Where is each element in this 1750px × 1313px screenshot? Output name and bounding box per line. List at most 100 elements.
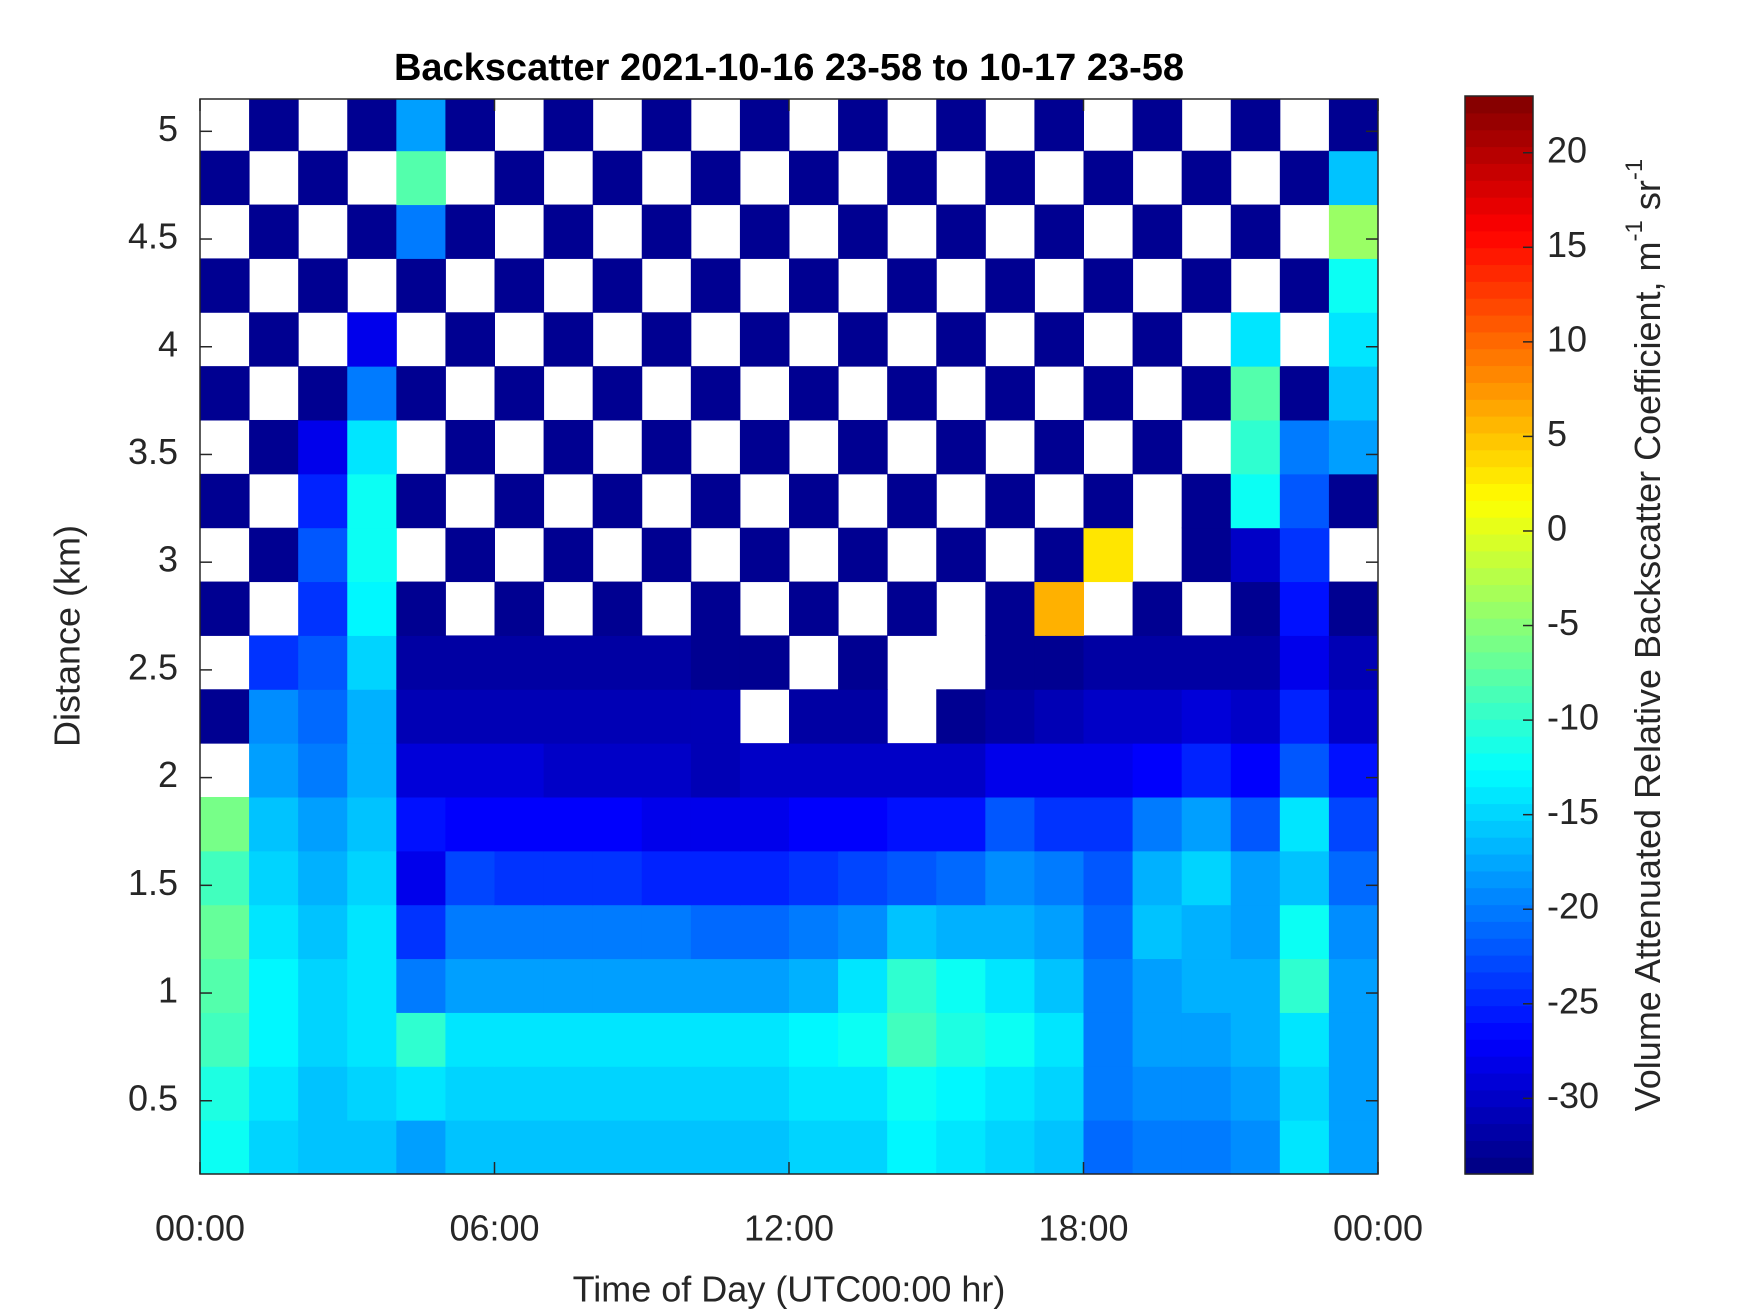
heatmap-cell: [200, 904, 250, 960]
heatmap-cell: [347, 1120, 397, 1174]
heatmap-cell: [1279, 581, 1330, 636]
heatmap-cell: [739, 904, 790, 960]
heatmap-cell: [543, 689, 594, 744]
heatmap-cell: [1083, 1066, 1134, 1121]
heatmap-cell: [985, 743, 1035, 798]
heatmap-cell: [1279, 419, 1330, 475]
heatmap-cell: [1083, 366, 1134, 421]
heatmap-cell: [641, 635, 692, 690]
heatmap-cell: [739, 312, 790, 367]
heatmap-cell: [200, 366, 250, 421]
heatmap-cell: [494, 1012, 545, 1067]
heatmap-cell: [1034, 1120, 1084, 1174]
heatmap-cell: [1083, 635, 1134, 690]
y-tick-label: 4.5: [128, 216, 178, 257]
heatmap-cell: [1083, 258, 1134, 313]
heatmap-cell: [200, 150, 250, 206]
colorbar-swatch: [1465, 567, 1533, 586]
colorbar-swatch: [1465, 432, 1533, 451]
colorbar-swatch: [1465, 365, 1533, 383]
heatmap-cell: [445, 1012, 495, 1067]
heatmap-cell: [936, 1012, 986, 1067]
heatmap-cell: [1279, 635, 1330, 690]
colorbar-label: Volume Attenuated Relative Backscatter C…: [1621, 159, 1667, 1112]
heatmap-cell: [396, 204, 446, 259]
heatmap-cell: [1230, 635, 1281, 690]
heatmap-cell: [739, 635, 790, 690]
heatmap-cell: [445, 689, 495, 744]
heatmap-cell: [838, 904, 888, 960]
heatmap-cell: [445, 99, 495, 152]
heatmap-cell: [887, 850, 937, 906]
heatmap-cell: [298, 527, 348, 583]
colorbar-swatch: [1465, 449, 1533, 468]
heatmap-cell: [1328, 258, 1378, 313]
heatmap-cell: [396, 743, 446, 798]
heatmap-cell: [347, 958, 397, 1013]
heatmap-cell: [249, 743, 299, 798]
heatmap-cell: [592, 473, 643, 529]
heatmap-cell: [592, 743, 643, 798]
heatmap-cell: [936, 796, 986, 852]
heatmap-cell: [396, 99, 446, 152]
heatmap-cell: [1279, 366, 1330, 421]
heatmap-cell: [592, 1066, 643, 1121]
heatmap-cell: [1181, 527, 1232, 583]
heatmap-cell: [1034, 850, 1084, 906]
heatmap-cell: [200, 1066, 250, 1121]
heatmap-cell: [641, 204, 692, 259]
heatmap-cell: [789, 904, 839, 960]
heatmap-cell: [1181, 689, 1232, 744]
heatmap-cell: [1034, 635, 1084, 690]
heatmap-cell: [690, 743, 741, 798]
heatmap-cell: [789, 581, 839, 636]
colorbar-swatch: [1465, 382, 1533, 400]
colorbar-swatch: [1465, 1106, 1533, 1125]
heatmap-cell: [838, 743, 888, 798]
heatmap-cell: [887, 150, 937, 206]
heatmap-cell: [1132, 581, 1183, 636]
colorbar-swatch: [1465, 197, 1533, 215]
heatmap-cell: [445, 796, 495, 852]
heatmap-cell: [592, 850, 643, 906]
heatmap-cell: [1230, 1120, 1281, 1174]
heatmap-cell: [985, 366, 1035, 421]
heatmap-cell: [1132, 1012, 1183, 1067]
heatmap-cell: [1034, 743, 1084, 798]
colorbar-tick-label: 5: [1547, 413, 1567, 454]
colorbar-tick-label: -15: [1547, 791, 1599, 832]
y-tick-label: 3: [158, 539, 178, 580]
heatmap-cell: [1132, 1120, 1183, 1174]
heatmap-cell: [789, 743, 839, 798]
heatmap-cell: [396, 689, 446, 744]
heatmap-cell: [543, 1012, 594, 1067]
heatmap-cell: [494, 581, 545, 636]
y-tick-label: 2: [158, 754, 178, 795]
heatmap-cell: [1034, 1066, 1084, 1121]
heatmap-cell: [592, 635, 643, 690]
heatmap-cell: [887, 958, 937, 1013]
heatmap-cell: [739, 796, 790, 852]
heatmap-cell: [739, 850, 790, 906]
heatmap-cell: [249, 796, 299, 852]
heatmap-cell: [1034, 1012, 1084, 1067]
heatmap-cell: [936, 1120, 986, 1174]
heatmap-cell: [936, 527, 986, 583]
heatmap-cell: [396, 473, 446, 529]
y-tick-label: 0.5: [128, 1077, 178, 1118]
heatmap-cell: [543, 958, 594, 1013]
heatmap-cell: [739, 1012, 790, 1067]
colorbar-swatch: [1465, 618, 1533, 636]
colorbar-swatch: [1465, 550, 1533, 569]
heatmap-cell: [789, 1120, 839, 1174]
colorbar-swatch: [1465, 1140, 1533, 1158]
heatmap-cell: [641, 312, 692, 367]
heatmap-cell: [1230, 581, 1281, 636]
heatmap-cell: [690, 581, 741, 636]
heatmap-cell: [1328, 850, 1378, 906]
heatmap-cell: [739, 1120, 790, 1174]
heatmap-cell: [838, 958, 888, 1013]
heatmap-cell: [1083, 150, 1134, 206]
heatmap-cell: [445, 1066, 495, 1121]
